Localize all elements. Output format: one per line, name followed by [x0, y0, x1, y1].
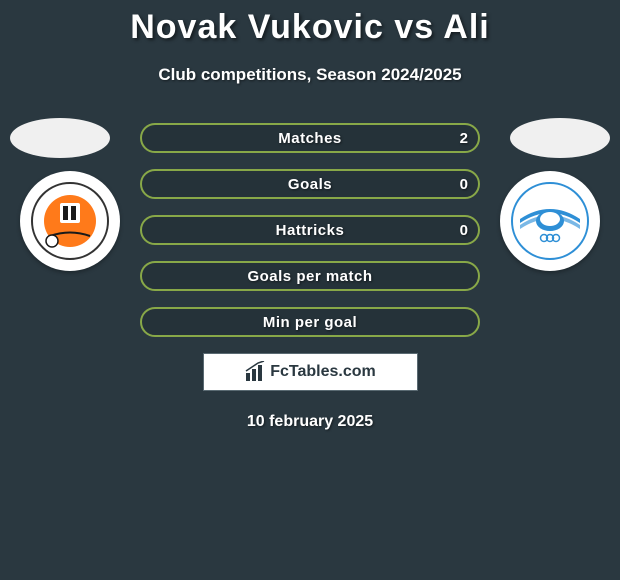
ajman-logo-icon [30, 181, 110, 261]
stat-label: Goals [288, 176, 332, 193]
stat-row-goals: Goals 0 [140, 169, 480, 199]
chart-icon [244, 361, 266, 383]
footer-date: 10 february 2025 [0, 413, 620, 431]
stat-label: Min per goal [263, 314, 357, 331]
stat-label: Hattricks [276, 222, 345, 239]
stat-row-hattricks: Hattricks 0 [140, 215, 480, 245]
baniyas-logo-icon [510, 181, 590, 261]
stat-right-value: 0 [460, 222, 468, 239]
page-title: Novak Vukovic vs Ali [0, 0, 620, 47]
stat-row-min-per-goal: Min per goal [140, 307, 480, 337]
stats-container: Matches 2 Goals 0 Hattricks 0 Goals per … [140, 123, 480, 337]
stat-right-value: 0 [460, 176, 468, 193]
player-right-avatar [510, 118, 610, 158]
stat-label: Matches [278, 130, 342, 147]
subtitle: Club competitions, Season 2024/2025 [0, 65, 620, 85]
stat-row-goals-per-match: Goals per match [140, 261, 480, 291]
stat-label: Goals per match [247, 268, 372, 285]
brand-box[interactable]: FcTables.com [203, 353, 418, 391]
player-left-avatar [10, 118, 110, 158]
stat-right-value: 2 [460, 130, 468, 147]
stat-row-matches: Matches 2 [140, 123, 480, 153]
brand-text: FcTables.com [270, 363, 376, 381]
club-right-badge [500, 171, 600, 271]
club-left-badge [20, 171, 120, 271]
